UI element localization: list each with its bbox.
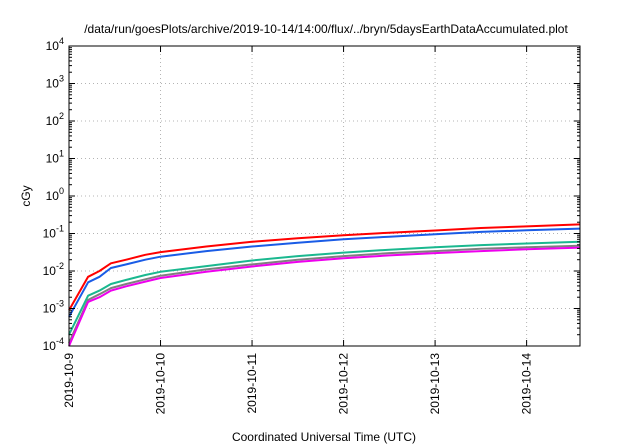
ticks: [68, 45, 580, 347]
y-tick-exponent: -4: [56, 336, 64, 346]
series-line: [68, 240, 581, 336]
y-axis-label: cGy: [19, 185, 33, 206]
chart-title: /data/run/goesPlots/archive/2019-10-14/1…: [84, 22, 568, 36]
series-line: [68, 244, 581, 344]
y-tick-label: 10-4: [43, 336, 64, 353]
y-tick-label: 103: [46, 74, 64, 91]
y-tick-exponent: -2: [56, 261, 64, 271]
x-tick-label: 2019-10-12: [337, 353, 351, 415]
series-layer: [68, 223, 581, 347]
y-tick-exponent: -1: [56, 224, 64, 234]
x-axis-label: Coordinated Universal Time (UTC): [232, 430, 416, 444]
x-tick-label: 2019-10-10: [154, 353, 168, 415]
y-tick-label: 104: [46, 36, 64, 53]
y-tick-exponent: 3: [59, 74, 64, 84]
grid: [69, 46, 580, 346]
y-tick-exponent: 1: [59, 149, 64, 159]
y-tick-exponent: 2: [59, 111, 64, 121]
x-tick-label: 2019-10-11: [245, 353, 259, 414]
series-line: [68, 223, 581, 311]
y-tick-label: 101: [46, 149, 64, 166]
x-tick-label: 2019-10-9: [62, 353, 76, 408]
series-line: [68, 227, 581, 318]
y-tick-base: 10: [46, 39, 60, 53]
y-tick-label: 102: [46, 111, 64, 128]
y-tick-exponent: -3: [56, 299, 64, 309]
y-tick-exponent: 0: [59, 186, 64, 196]
x-tick-labels: 2019-10-9 2019-10-10 2019-10-11 2019-10-12 2…: [62, 353, 534, 415]
y-tick-base: 10: [46, 77, 60, 91]
y-tick-label: 100: [46, 186, 64, 203]
y-tick-label: 10-2: [43, 261, 64, 278]
y-tick-base: 10: [43, 227, 57, 241]
y-tick-label: 10-3: [43, 299, 64, 316]
y-tick-base: 10: [46, 114, 60, 128]
y-tick-label: 10-1: [43, 224, 64, 241]
y-tick-base: 10: [43, 264, 57, 278]
series-line: [68, 246, 581, 347]
y-tick-base: 10: [43, 302, 57, 316]
x-tick-label: 2019-10-14: [520, 353, 534, 415]
y-tick-base: 10: [43, 339, 57, 353]
x-tick-label: 2019-10-13: [428, 353, 442, 415]
y-tick-exponent: 4: [59, 36, 64, 46]
y-tick-base: 10: [46, 152, 60, 166]
y-tick-base: 10: [46, 189, 60, 203]
